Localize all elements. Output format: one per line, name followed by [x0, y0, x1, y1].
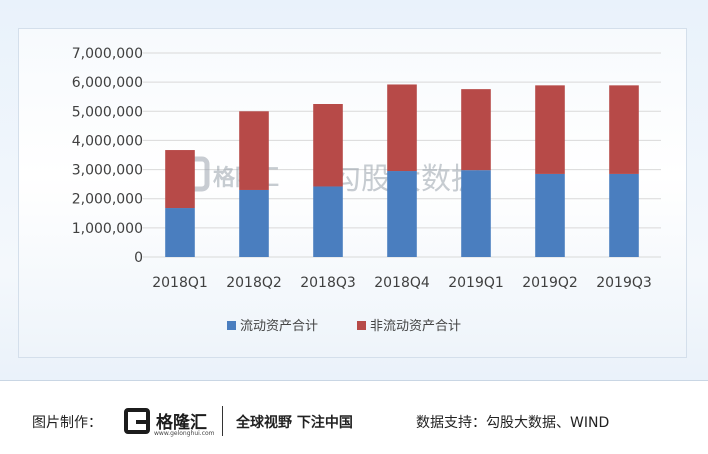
bar-current-assets — [313, 186, 343, 257]
stacked-bar-chart: 0 1,000,000 2,000,000 3,000,000 4,000,000 5,0… — [72, 46, 661, 334]
legend-swatch-noncurrent-assets — [357, 321, 366, 330]
footer-divider — [0, 380, 708, 381]
y-tick-label: 0 — [134, 250, 143, 266]
logo-g-icon — [124, 408, 150, 434]
chart-panel: 0 1,000,000 2,000,000 3,000,000 4,000,000 5,0… — [18, 28, 687, 358]
bar-noncurrent-assets — [461, 89, 491, 171]
y-tick-label: 7,000,000 — [72, 46, 143, 62]
y-tick-label: 5,000,000 — [72, 104, 143, 120]
credit-label: 图片制作： — [32, 415, 102, 431]
bar-current-assets — [609, 173, 639, 257]
footer-vertical-divider — [222, 406, 223, 436]
y-tick-label: 2,000,000 — [72, 192, 143, 208]
bar-noncurrent-assets — [609, 85, 639, 174]
footer-bar — [0, 380, 708, 454]
y-axis-ticks: 0 1,000,000 2,000,000 3,000,000 4,000,000 5,0… — [72, 46, 143, 266]
bar-noncurrent-assets — [313, 104, 343, 187]
x-category-label: 2018Q1 — [152, 275, 208, 291]
legend: 流动资产合计 非流动资产合计 — [227, 319, 461, 334]
logo-g-bar — [136, 420, 148, 424]
x-axis-categories: 2018Q1 2018Q2 2018Q3 2018Q4 2019Q1 2019Q2 2019… — [152, 275, 652, 291]
y-tick-label: 4,000,000 — [72, 133, 143, 149]
x-category-label: 2018Q3 — [300, 275, 356, 291]
logo-url: www.gelonghui.com — [154, 430, 215, 437]
y-tick-label: 1,000,000 — [72, 221, 143, 237]
bar-noncurrent-assets — [535, 85, 565, 174]
x-category-label: 2018Q2 — [226, 275, 282, 291]
y-tick-label: 6,000,000 — [72, 75, 143, 91]
bars — [165, 84, 639, 257]
bar-current-assets — [239, 189, 269, 257]
y-tick-label: 3,000,000 — [72, 163, 143, 179]
bar-current-assets — [165, 208, 195, 257]
bar-noncurrent-assets — [387, 84, 417, 172]
legend-label-noncurrent-assets: 非流动资产合计 — [370, 319, 461, 334]
x-category-label: 2019Q1 — [448, 275, 504, 291]
x-category-label: 2019Q2 — [522, 275, 578, 291]
bar-noncurrent-assets — [239, 111, 269, 190]
x-category-label: 2018Q4 — [374, 275, 430, 291]
slogan: 全球视野 下注中国 — [236, 415, 353, 431]
bar-noncurrent-assets — [165, 150, 195, 209]
legend-swatch-current-assets — [227, 321, 236, 330]
x-category-label: 2019Q3 — [596, 275, 652, 291]
bar-current-assets — [535, 173, 565, 257]
legend-label-current-assets: 流动资产合计 — [240, 319, 318, 334]
brand-logo: 格隆汇 www.gelonghui.com — [124, 406, 220, 440]
logo-name: 格隆汇 — [156, 413, 207, 433]
data-source: 数据支持：勾股大数据、WIND — [416, 415, 610, 431]
bar-current-assets — [387, 171, 417, 257]
bar-current-assets — [461, 170, 491, 257]
